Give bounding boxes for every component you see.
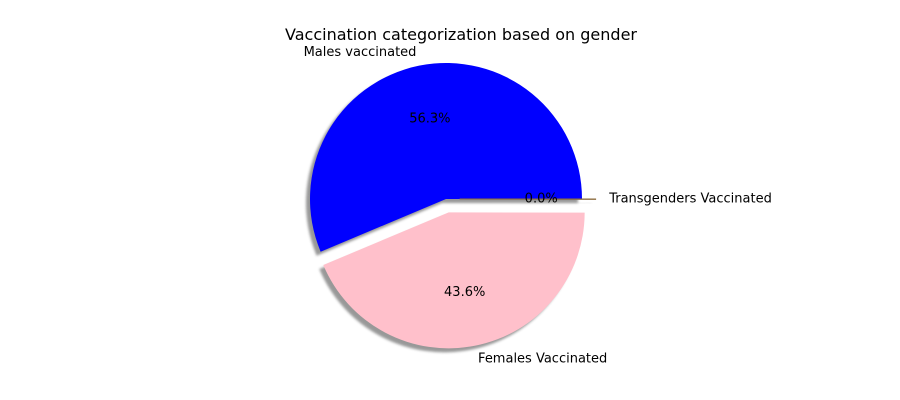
pie-slice-males-vaccinated bbox=[309, 63, 582, 252]
slice-label-males-vaccinated: Males vaccinated bbox=[304, 45, 417, 60]
slice-percent-transgenders-vaccinated: 0.0% bbox=[525, 192, 558, 207]
pie-labels: Males vaccinated 56.3% Females Vaccinated 4… bbox=[304, 45, 772, 367]
pie-slice-females-vaccinated bbox=[323, 212, 585, 349]
slice-percent-females-vaccinated: 43.6% bbox=[444, 285, 485, 300]
chart-title: Vaccination categorization based on gend… bbox=[285, 25, 637, 44]
pie-slices bbox=[309, 63, 597, 349]
slice-percent-males-vaccinated: 56.3% bbox=[409, 112, 450, 127]
slice-label-transgenders-vaccinated: Transgenders Vaccinated bbox=[608, 192, 772, 207]
slice-label-females-vaccinated: Females Vaccinated bbox=[478, 352, 607, 367]
